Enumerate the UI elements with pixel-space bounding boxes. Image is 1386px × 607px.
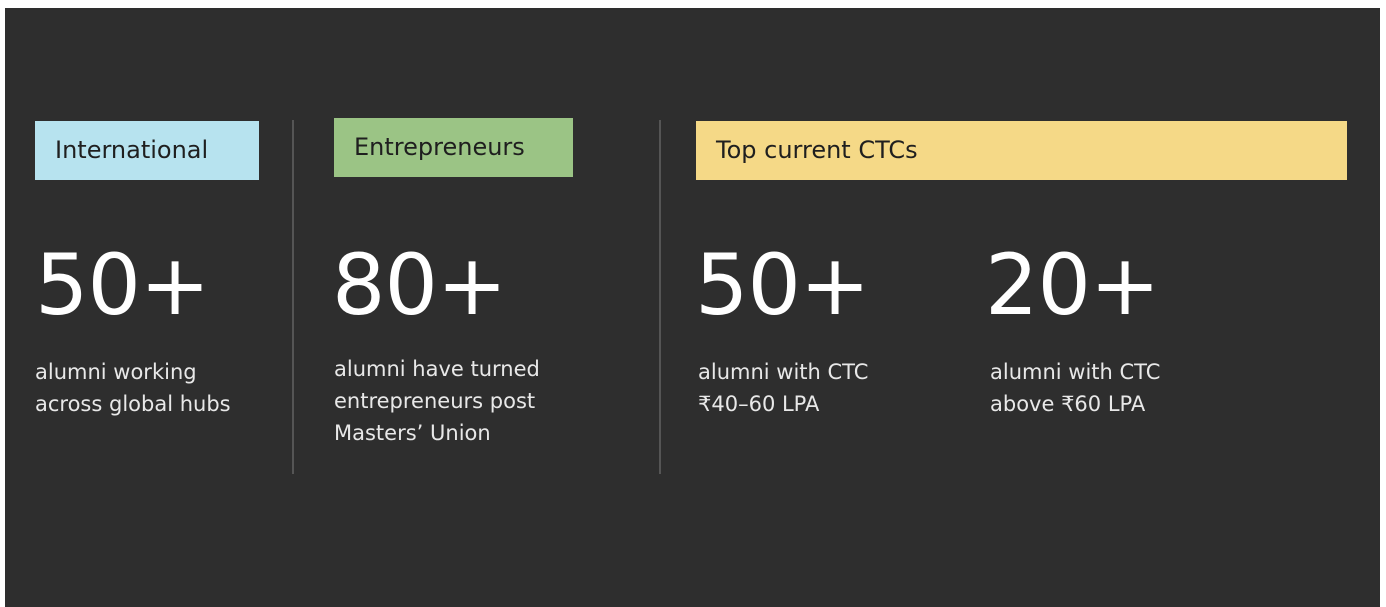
divider: [292, 120, 294, 474]
stat-number: 50+: [695, 236, 870, 334]
divider: [659, 120, 661, 474]
stat-text: alumni with CTC ₹40–60 LPA: [698, 360, 869, 416]
stat-number: 80+: [332, 236, 507, 334]
tag: Entrepreneurs: [334, 118, 573, 177]
stat-text: alumni with CTC above ₹60 LPA: [990, 360, 1161, 416]
tag: Top current CTCs: [696, 121, 1347, 180]
stats-panel: International 50+ alumni working across …: [5, 8, 1380, 607]
stat-number: 50+: [35, 236, 210, 334]
stat-text: alumni have turned entrepreneurs post Ma…: [334, 357, 540, 445]
stat-number: 20+: [985, 236, 1160, 334]
stat-text: alumni working across global hubs: [35, 360, 231, 416]
tag: International: [35, 121, 259, 180]
